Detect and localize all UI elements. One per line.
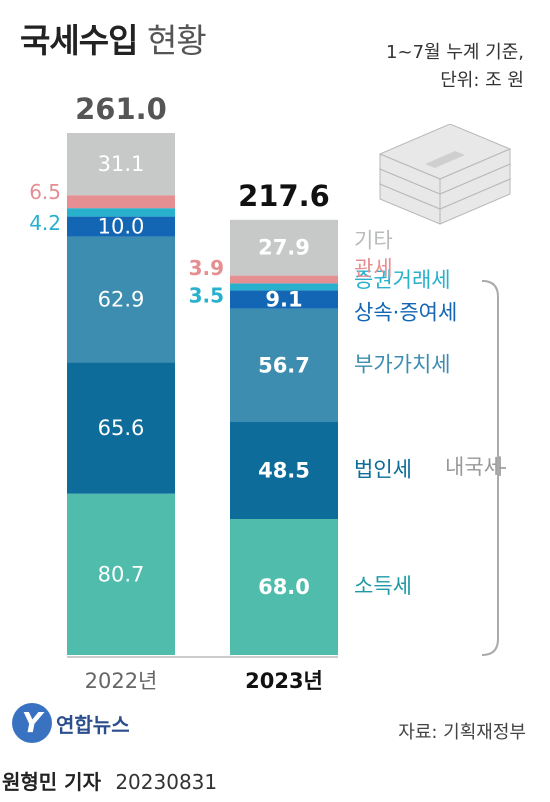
title-main: 국세수입 bbox=[20, 21, 138, 60]
bar-segment bbox=[230, 422, 338, 519]
publish-date: 20230831 bbox=[115, 770, 218, 794]
bar-segment bbox=[67, 133, 175, 196]
bar-segment bbox=[67, 362, 175, 494]
data-label: 68.0 bbox=[258, 575, 310, 599]
series-label: 상속·증여세 bbox=[354, 301, 457, 325]
data-label: 62.9 bbox=[98, 288, 145, 312]
reporter: 원형민 기자 bbox=[2, 770, 101, 794]
unit-note: 단위: 조 원 bbox=[440, 70, 524, 91]
bar-segment bbox=[230, 308, 338, 422]
total-label: 217.6 bbox=[238, 179, 330, 213]
data-label: 56.7 bbox=[258, 353, 310, 377]
domestic-tax-label: 내국세 bbox=[445, 455, 503, 479]
bar-segment bbox=[230, 275, 338, 284]
total-label: 261.0 bbox=[75, 92, 167, 126]
stacked-bar-chart: 80.7 65.6 62.9 10.0 31.1 261.0 2022년 68.0 48.5 56… bbox=[29, 92, 506, 693]
logo-mark: Y bbox=[12, 703, 52, 743]
bar-segment bbox=[67, 208, 175, 217]
bar-segment bbox=[67, 195, 175, 209]
outside-data-label: 6.5 bbox=[29, 180, 61, 204]
outside-data-label: 3.5 bbox=[189, 283, 224, 307]
source-note: 자료: 기획재정부 bbox=[398, 722, 526, 743]
series-label: 법인세 bbox=[354, 458, 412, 482]
bar-segment bbox=[230, 283, 338, 291]
series-label: 부가가치세 bbox=[354, 352, 451, 376]
data-label: 65.6 bbox=[98, 416, 145, 440]
data-label: 48.5 bbox=[258, 459, 310, 483]
bar-segment bbox=[230, 219, 338, 276]
category-label: 2022년 bbox=[85, 669, 158, 693]
bar-segment bbox=[230, 519, 338, 655]
title-sub: 현황 bbox=[146, 21, 207, 60]
data-label: 10.0 bbox=[98, 215, 145, 239]
series-label: 증권거래세 bbox=[354, 268, 451, 292]
data-label: 27.9 bbox=[258, 236, 310, 260]
data-label: 80.7 bbox=[98, 562, 145, 586]
money-stack-icon bbox=[378, 124, 512, 225]
chart-title: 국세수입 현황 bbox=[20, 14, 207, 62]
outside-data-label: 3.9 bbox=[189, 256, 224, 280]
byline: 원형민 기자 20230831 bbox=[2, 766, 217, 795]
bar-segment bbox=[67, 493, 175, 655]
logo-text: 연합뉴스 bbox=[56, 712, 130, 737]
series-label: 관세 bbox=[354, 257, 393, 281]
period-note: 1~7월 누계 기준, bbox=[386, 42, 524, 63]
bar-segment bbox=[230, 290, 338, 309]
outside-data-label: 4.2 bbox=[29, 211, 61, 235]
data-label: 31.1 bbox=[98, 152, 145, 176]
data-label: 9.1 bbox=[265, 288, 302, 312]
category-label: 2023년 bbox=[245, 669, 323, 693]
bar-segment bbox=[67, 216, 175, 237]
bar-segment bbox=[67, 236, 175, 363]
yonhap-logo: Y 연합뉴스 bbox=[12, 703, 130, 743]
series-label: 소득세 bbox=[354, 574, 412, 598]
series-label: 기타 bbox=[354, 229, 393, 253]
